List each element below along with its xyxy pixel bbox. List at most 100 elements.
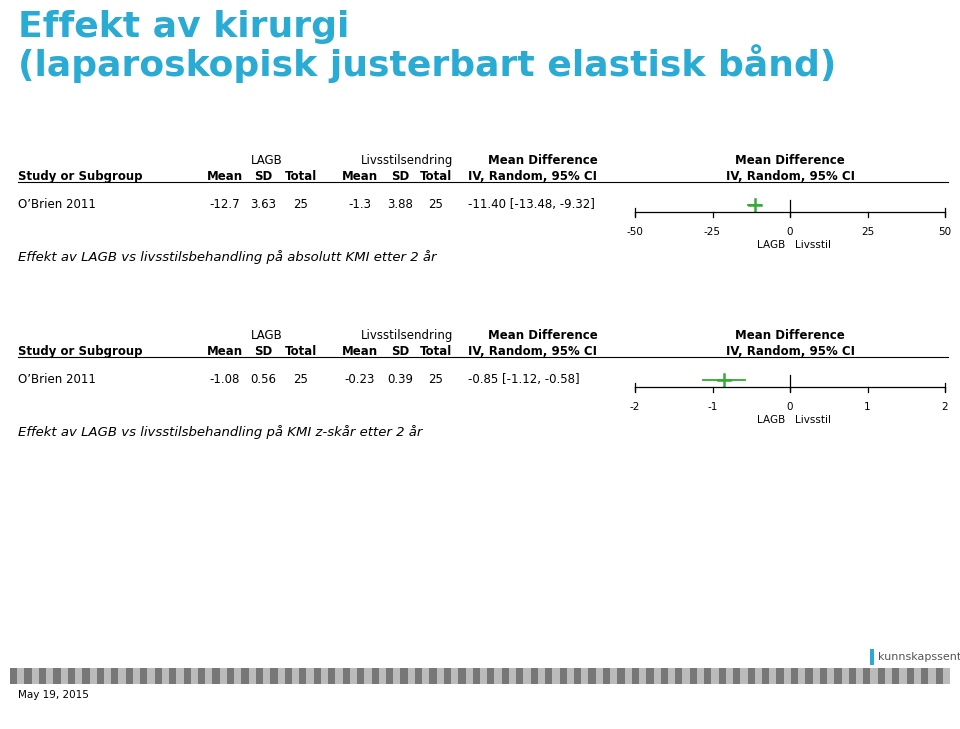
Bar — [234, 668, 241, 684]
Text: Mean Difference: Mean Difference — [488, 329, 598, 342]
Text: Total: Total — [285, 170, 317, 183]
Bar — [24, 668, 32, 684]
Bar — [328, 668, 335, 684]
Text: Study or Subgroup: Study or Subgroup — [18, 170, 142, 183]
Bar — [162, 668, 169, 684]
Bar — [812, 668, 820, 684]
Bar — [17, 668, 24, 684]
Bar — [900, 668, 906, 684]
Text: -25: -25 — [704, 227, 721, 237]
Text: Study or Subgroup: Study or Subgroup — [18, 345, 142, 358]
Bar — [429, 668, 437, 684]
Bar — [906, 668, 914, 684]
Text: (laparoskopisk justerbart elastisk bånd): (laparoskopisk justerbart elastisk bånd) — [18, 44, 836, 83]
Text: 0.56: 0.56 — [250, 373, 276, 386]
Bar — [646, 668, 654, 684]
Bar — [415, 668, 422, 684]
Bar — [711, 668, 719, 684]
Bar — [191, 668, 198, 684]
Text: IV, Random, 95% CI: IV, Random, 95% CI — [726, 345, 854, 358]
Bar — [32, 668, 39, 684]
Bar — [719, 668, 726, 684]
Bar — [936, 668, 943, 684]
Bar — [740, 668, 748, 684]
Bar — [581, 668, 588, 684]
Bar — [675, 668, 683, 684]
Bar — [509, 668, 516, 684]
Bar — [444, 668, 451, 684]
Bar — [155, 668, 162, 684]
Bar — [54, 668, 60, 684]
Bar — [617, 668, 625, 684]
Bar — [545, 668, 552, 684]
Bar — [97, 668, 104, 684]
Text: 25: 25 — [428, 373, 444, 386]
Text: Livsstil: Livsstil — [795, 415, 831, 425]
Bar — [321, 668, 328, 684]
Bar — [212, 668, 220, 684]
Bar — [285, 668, 292, 684]
Bar — [300, 668, 306, 684]
Bar — [263, 668, 271, 684]
Text: -11.40 [-13.48, -9.32]: -11.40 [-13.48, -9.32] — [468, 198, 595, 211]
Bar — [842, 668, 849, 684]
Bar — [89, 668, 97, 684]
Bar — [697, 668, 704, 684]
Bar — [111, 668, 118, 684]
Bar — [588, 668, 596, 684]
Bar — [314, 668, 321, 684]
Text: LAGB: LAGB — [252, 329, 283, 342]
Bar — [335, 668, 343, 684]
Bar — [943, 668, 950, 684]
Bar — [502, 668, 509, 684]
Bar — [379, 668, 386, 684]
Bar — [306, 668, 314, 684]
Bar — [488, 668, 494, 684]
Bar — [566, 668, 574, 684]
Bar — [83, 668, 89, 684]
Text: SD: SD — [253, 170, 272, 183]
Bar — [625, 668, 632, 684]
Bar — [805, 668, 812, 684]
Text: 3.63: 3.63 — [250, 198, 276, 211]
Text: Livsstil: Livsstil — [795, 240, 831, 250]
Bar — [603, 668, 611, 684]
Bar — [400, 668, 408, 684]
Bar — [704, 668, 711, 684]
Bar — [668, 668, 675, 684]
Bar — [783, 668, 791, 684]
Bar — [349, 668, 357, 684]
Bar — [227, 668, 234, 684]
Text: 50: 50 — [939, 227, 951, 237]
Bar — [480, 668, 488, 684]
Bar — [343, 668, 349, 684]
Text: -2: -2 — [630, 402, 640, 412]
Bar — [611, 668, 617, 684]
Bar — [538, 668, 545, 684]
Text: SD: SD — [391, 170, 409, 183]
Bar — [277, 668, 285, 684]
Bar — [68, 668, 75, 684]
Bar — [769, 668, 777, 684]
Text: 25: 25 — [861, 227, 875, 237]
Text: Total: Total — [420, 170, 452, 183]
Bar — [60, 668, 68, 684]
Text: kunnskapssenteret: kunnskapssenteret — [878, 652, 960, 662]
Bar — [472, 668, 480, 684]
Bar — [856, 668, 863, 684]
Text: Effekt av LAGB vs livsstilsbehandling på KMI z-skår etter 2 år: Effekt av LAGB vs livsstilsbehandling på… — [18, 425, 422, 439]
Bar — [921, 668, 928, 684]
Bar — [828, 668, 834, 684]
Bar — [466, 668, 472, 684]
Bar — [928, 668, 936, 684]
Bar — [126, 668, 132, 684]
Bar — [596, 668, 603, 684]
Text: IV, Random, 95% CI: IV, Random, 95% CI — [726, 170, 854, 183]
Bar — [660, 668, 668, 684]
Text: Mean: Mean — [207, 170, 243, 183]
Text: 1: 1 — [864, 402, 871, 412]
Text: Mean Difference: Mean Difference — [735, 154, 845, 167]
Bar — [408, 668, 415, 684]
Bar — [148, 668, 155, 684]
Text: 25: 25 — [294, 198, 308, 211]
